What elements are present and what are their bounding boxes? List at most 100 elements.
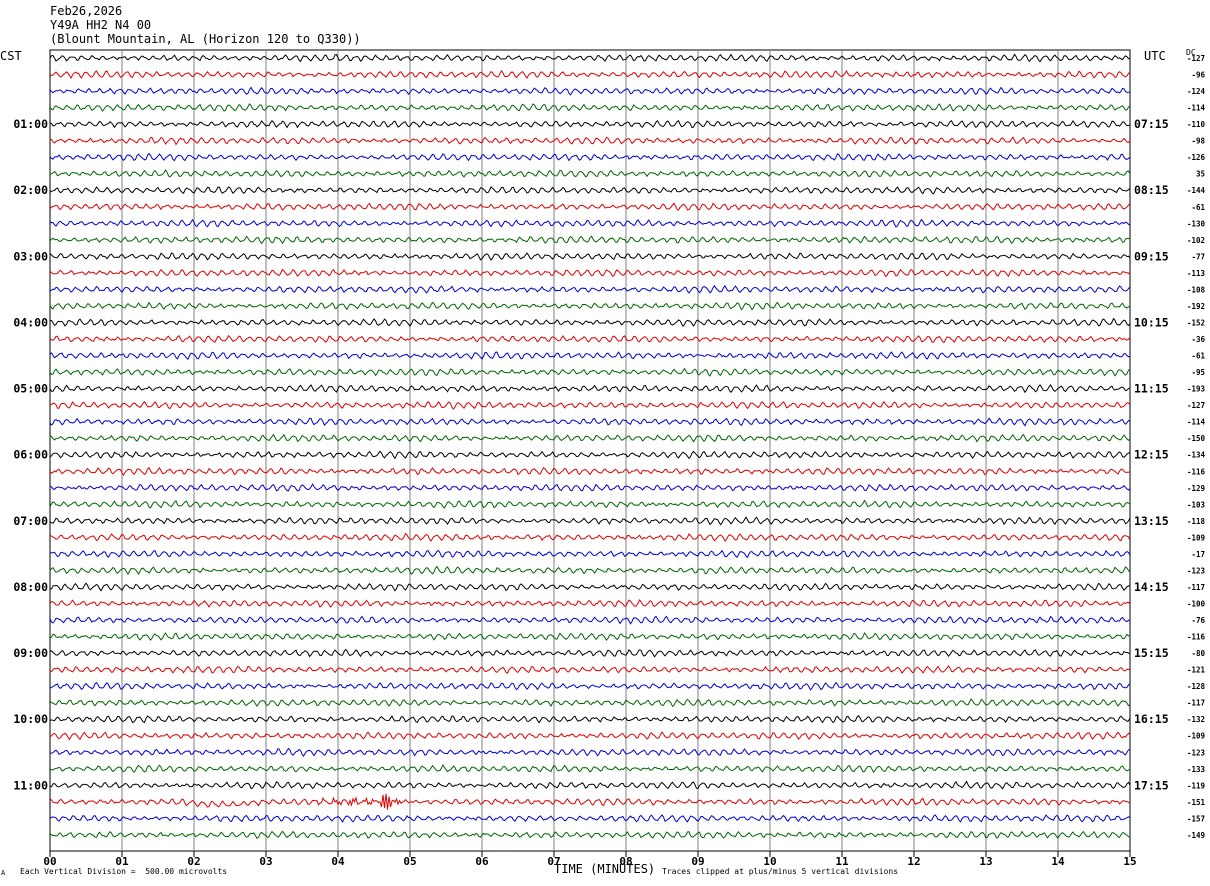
dc-offset-label: -134 [1187, 451, 1206, 460]
trace-row-16 [49, 317, 1131, 328]
left-hour-label: 11:00 [13, 778, 48, 792]
trace-row-2 [49, 86, 1131, 96]
trace-row-33 [49, 599, 1131, 608]
right-hour-label: 14:15 [1134, 580, 1169, 594]
left-hour-label: 02:00 [13, 183, 48, 197]
x-tick-label: 14 [1051, 855, 1065, 868]
trace-row-13 [49, 268, 1131, 278]
trace-row-45 [49, 793, 1131, 810]
trace-row-36 [49, 648, 1131, 658]
right-hour-label: 10:15 [1134, 315, 1169, 329]
dc-offset-label: -144 [1187, 186, 1206, 195]
x-tick-label: 05 [403, 855, 416, 868]
x-tick-label: 12 [907, 855, 920, 868]
left-hour-label: 10:00 [13, 712, 48, 726]
dc-offset-label: -116 [1187, 633, 1206, 642]
trace-row-25 [49, 466, 1131, 477]
trace-row-29 [49, 532, 1131, 542]
trace-row-30 [49, 549, 1131, 559]
dc-offset-label: -95 [1191, 368, 1205, 377]
x-tick-label: 11 [835, 855, 849, 868]
dc-offset-label: -17 [1191, 550, 1205, 559]
dc-label: DC [1186, 48, 1196, 57]
trace-row-23 [49, 433, 1131, 443]
x-tick-label: 00 [43, 855, 56, 868]
left-hour-label: 06:00 [13, 448, 48, 462]
trace-row-7 [49, 169, 1131, 178]
dc-offset-label: -117 [1187, 583, 1205, 592]
dc-offset-label: -157 [1187, 814, 1205, 823]
trace-row-24 [49, 450, 1131, 460]
dc-offset-label: -96 [1191, 71, 1205, 80]
dc-offset-label: -193 [1187, 385, 1206, 394]
left-hour-label: 03:00 [13, 249, 48, 263]
trace-row-15 [49, 301, 1131, 311]
trace-row-6 [49, 152, 1131, 162]
dc-offset-label: -114 [1187, 104, 1206, 113]
dc-offset-label: 35 [1196, 170, 1205, 179]
left-hour-label: 07:00 [13, 514, 48, 528]
x-tick-label: 13 [979, 855, 992, 868]
trace-row-8 [49, 186, 1131, 195]
trace-row-46 [49, 814, 1131, 824]
scale-note: Each Vertical Division = 500.00 microvol… [20, 867, 228, 876]
trace-row-19 [49, 367, 1131, 377]
trace-row-0 [49, 53, 1131, 63]
right-hour-label: 07:15 [1134, 117, 1169, 131]
x-tick-label: 02 [187, 855, 200, 868]
trace-row-4 [49, 119, 1131, 129]
trace-row-38 [49, 681, 1131, 691]
dc-offset-label: -102 [1187, 236, 1205, 245]
dc-offset-label: -133 [1187, 765, 1206, 774]
dc-offset-label: -127 [1187, 401, 1205, 410]
trace-row-41 [49, 731, 1131, 741]
trace-row-44 [49, 780, 1131, 790]
dc-offset-label: -130 [1187, 219, 1206, 228]
x-tick-label: 15 [1123, 855, 1136, 868]
dc-offset-label: -117 [1187, 699, 1205, 708]
trace-row-35 [49, 632, 1131, 642]
dc-offset-label: -127 [1187, 54, 1205, 63]
trace-row-1 [49, 70, 1131, 80]
dc-offset-label: -76 [1191, 616, 1205, 625]
trace-row-40 [49, 714, 1131, 724]
right-timezone-label: UTC [1144, 49, 1166, 63]
dc-offset-label: -152 [1187, 318, 1205, 327]
dc-offset-label: -108 [1187, 285, 1206, 294]
x-tick-label: 06 [475, 855, 489, 868]
dc-offset-label: -123 [1187, 566, 1206, 575]
trace-row-32 [49, 582, 1131, 592]
trace-row-42 [49, 747, 1131, 757]
trace-row-20 [49, 384, 1131, 394]
dc-offset-label: -121 [1187, 666, 1206, 675]
x-tick-label: 01 [115, 855, 129, 868]
left-hour-label: 04:00 [13, 315, 48, 329]
dc-offset-label: -118 [1187, 517, 1206, 526]
dc-offset-label: -61 [1191, 352, 1205, 361]
dc-offset-label: -110 [1187, 120, 1206, 129]
trace-row-31 [49, 565, 1131, 576]
left-hour-label: 08:00 [13, 580, 48, 594]
right-hour-label: 09:15 [1134, 249, 1169, 263]
dc-offset-label: -124 [1187, 87, 1206, 96]
right-hour-label: 17:15 [1134, 778, 1169, 792]
trace-row-43 [49, 763, 1131, 773]
dc-offset-label: -100 [1187, 599, 1206, 608]
x-tick-label: 08 [619, 855, 632, 868]
right-hour-label: 15:15 [1134, 646, 1169, 660]
dc-offset-label: -113 [1187, 269, 1206, 278]
right-hour-label: 08:15 [1134, 183, 1169, 197]
corner-mark: A [1, 869, 6, 877]
x-tick-label: 09 [691, 855, 704, 868]
trace-row-14 [49, 284, 1131, 294]
left-hour-label: 09:00 [13, 646, 48, 660]
dc-offset-label: -109 [1187, 533, 1206, 542]
trace-row-3 [49, 103, 1131, 112]
dc-offset-label: -149 [1187, 831, 1206, 840]
dc-offset-label: -36 [1191, 335, 1205, 344]
x-tick-label: 04 [331, 855, 345, 868]
x-tick-label: 07 [547, 855, 560, 868]
right-hour-label: 16:15 [1134, 712, 1169, 726]
dc-offset-label: -132 [1187, 715, 1205, 724]
trace-row-26 [49, 483, 1131, 492]
